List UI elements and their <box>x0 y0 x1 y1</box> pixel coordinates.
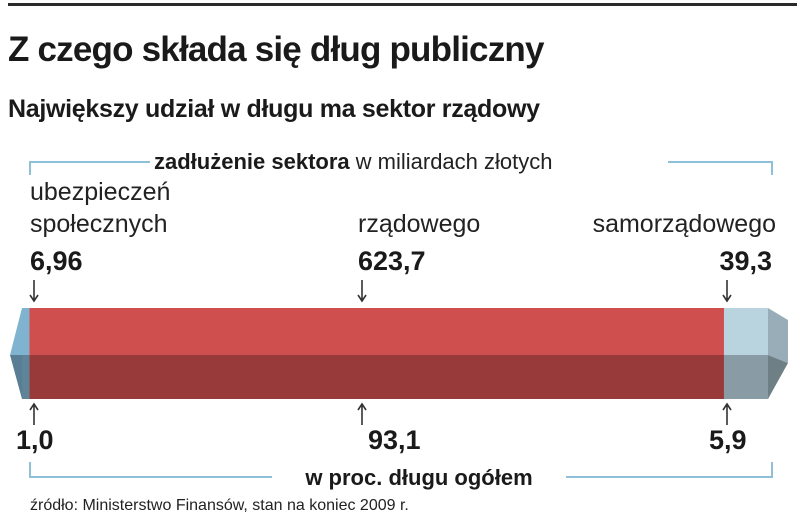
category-label-ubezpieczen-line1: ubezpieczeń <box>30 178 170 206</box>
bar-segment-samorzadowego-top <box>723 308 768 355</box>
percent-label-ubezpieczen: 1,0 <box>16 425 54 455</box>
category-label-samorzadowego: samorządowego <box>593 210 776 238</box>
bar-segment-rzadowego-bottom <box>29 355 724 399</box>
bar-right-cap-top <box>768 308 788 363</box>
value-label-ubezpieczen: 6,96 <box>30 246 83 276</box>
arrow-down-ubezpieczen <box>29 280 39 303</box>
bar-segment-rzadowego-top <box>29 308 724 355</box>
value-label-rzadowego: 623,7 <box>358 246 426 276</box>
arrow-down-rzadowego <box>357 280 367 303</box>
chart-title: Z czego składa się dług publiczny <box>8 30 544 69</box>
bar-segment-ubezpieczen-bottom <box>22 355 30 399</box>
category-label-ubezpieczen-line2: społecznych <box>30 210 168 238</box>
top-rule <box>8 3 797 6</box>
bar-segment-samorzadowego-bottom <box>723 355 768 399</box>
chart-subtitle: Największy udział w długu ma sektor rząd… <box>8 95 540 123</box>
percent-label-rzadowego: 93,1 <box>368 425 421 455</box>
bottom-header: w proc. długu ogółem <box>304 465 532 490</box>
arrow-up-ubezpieczen <box>29 402 39 425</box>
value-label-samorzadowego: 39,3 <box>719 246 772 276</box>
bottom-bracket <box>29 462 773 478</box>
top-bracket <box>29 161 773 175</box>
source-note: źródło: Ministerstwo Finansów, stan na k… <box>30 497 409 514</box>
bar-right-cap-bottom <box>768 355 788 399</box>
arrow-down-samorzadowego <box>722 280 732 303</box>
bar-left-bevel-bottom <box>10 355 22 399</box>
bar-left-bevel-top <box>10 308 22 355</box>
arrow-up-rzadowego <box>357 402 367 425</box>
bar-segment-ubezpieczen-top <box>22 308 30 355</box>
category-label-rzadowego: rządowego <box>358 210 480 238</box>
percent-label-samorzadowego: 5,9 <box>709 425 747 455</box>
top-header: zadłużenie sektora w miliardach złotych <box>154 149 552 174</box>
arrow-up-samorzadowego <box>722 402 732 425</box>
